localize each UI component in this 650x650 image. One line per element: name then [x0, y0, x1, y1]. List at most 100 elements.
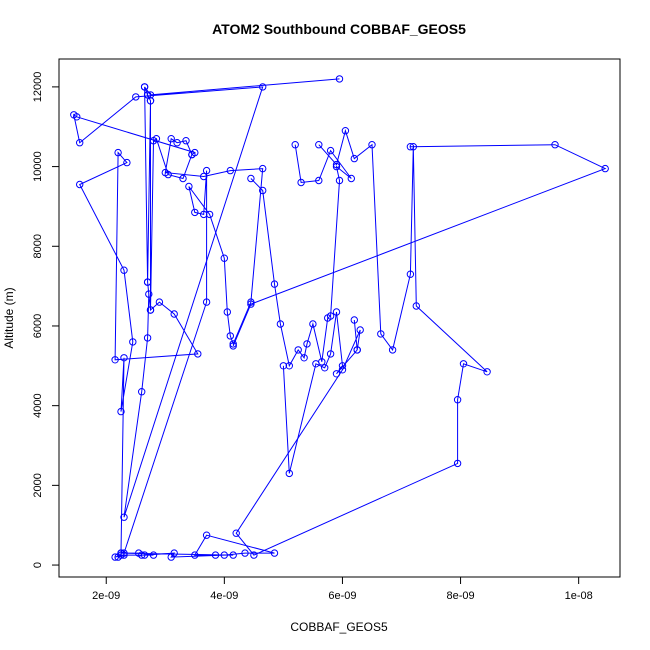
data-point — [143, 278, 152, 286]
data-point — [120, 549, 128, 557]
data-point — [120, 513, 128, 521]
data-point — [232, 529, 240, 537]
x-tick-label: 6e-09 — [328, 590, 356, 602]
data-point — [356, 326, 364, 334]
data-point — [406, 270, 415, 278]
series-5 — [232, 127, 491, 559]
data-point — [297, 178, 305, 187]
data-point — [120, 266, 128, 274]
data-point — [149, 137, 158, 145]
series-layer — [70, 75, 609, 561]
series-2 — [111, 531, 279, 561]
data-point — [276, 320, 285, 328]
data-point — [191, 208, 199, 217]
data-point — [453, 459, 462, 468]
data-point — [309, 320, 317, 328]
data-point — [143, 91, 152, 99]
data-point — [111, 356, 119, 364]
data-point — [350, 154, 358, 163]
data-point — [315, 141, 323, 149]
x-tick-label: 2e-09 — [92, 590, 120, 602]
x-tick-label: 8e-09 — [446, 590, 474, 602]
chart-title: ATOM2 Southbound COBBAF_GEOS5 — [212, 21, 466, 37]
data-point — [326, 350, 335, 358]
data-point — [138, 388, 146, 396]
data-point — [279, 362, 288, 370]
series-7 — [279, 308, 361, 478]
data-point — [135, 549, 143, 557]
data-point — [182, 137, 190, 145]
x-tick-label: 1e-08 — [565, 590, 593, 602]
data-point — [326, 146, 335, 155]
data-point — [335, 75, 344, 83]
y-tick-label: 0 — [32, 562, 44, 568]
data-point — [285, 469, 293, 478]
data-point — [226, 166, 235, 175]
data-point — [123, 158, 131, 167]
y-tick-label: 4000 — [32, 393, 44, 417]
data-point — [194, 350, 202, 358]
data-point — [229, 340, 237, 348]
data-point — [347, 174, 355, 183]
data-point — [270, 280, 279, 288]
data-point — [459, 360, 468, 368]
data-point — [146, 97, 155, 105]
data-point — [270, 549, 279, 557]
data-point — [259, 186, 267, 195]
y-tick-label: 10000 — [32, 151, 44, 182]
data-point — [406, 143, 415, 151]
data-point — [185, 182, 193, 191]
data-point — [247, 174, 255, 183]
y-tick-label: 6000 — [32, 314, 44, 338]
data-point — [226, 332, 235, 340]
data-point — [117, 407, 125, 416]
data-point — [188, 150, 196, 159]
data-point — [145, 290, 153, 298]
y-tick-label: 12000 — [32, 72, 44, 103]
series-6 — [229, 141, 609, 350]
data-point — [332, 370, 341, 378]
series-3 — [120, 135, 267, 557]
data-point — [132, 93, 140, 101]
data-point — [259, 83, 267, 91]
data-point — [332, 160, 341, 169]
data-point — [259, 164, 267, 173]
data-point — [353, 346, 361, 354]
data-point — [453, 396, 462, 404]
data-point — [388, 346, 397, 354]
data-point — [202, 298, 211, 306]
data-point — [111, 553, 119, 561]
data-point — [551, 141, 559, 149]
series-line — [250, 144, 352, 368]
data-point — [483, 368, 491, 376]
data-point — [202, 531, 211, 539]
data-point — [250, 551, 258, 559]
data-point — [146, 306, 155, 314]
data-point — [76, 180, 84, 189]
x-axis: 2e-09 4e-09 6e-09 8e-09 1e-08 — [92, 576, 593, 602]
data-point — [73, 113, 81, 121]
y-tick-label: 2000 — [32, 473, 44, 497]
data-point — [146, 91, 155, 99]
data-point — [140, 83, 149, 91]
series-4 — [247, 141, 355, 370]
series-line — [114, 534, 275, 558]
data-point — [241, 549, 249, 557]
data-point — [205, 210, 214, 219]
data-point — [220, 254, 229, 262]
data-point — [291, 141, 299, 149]
series-line — [232, 144, 607, 347]
series-line — [235, 128, 488, 556]
data-point — [143, 334, 152, 342]
data-point — [129, 338, 137, 346]
data-point — [315, 176, 323, 185]
data-point — [294, 346, 302, 354]
data-point — [223, 308, 232, 316]
data-point — [202, 166, 211, 175]
data-point — [114, 148, 122, 157]
data-point — [120, 354, 128, 362]
data-point — [220, 551, 229, 559]
data-point — [76, 139, 84, 147]
y-axis: 0 2000 4000 6000 8000 10000 12000 — [32, 72, 60, 568]
